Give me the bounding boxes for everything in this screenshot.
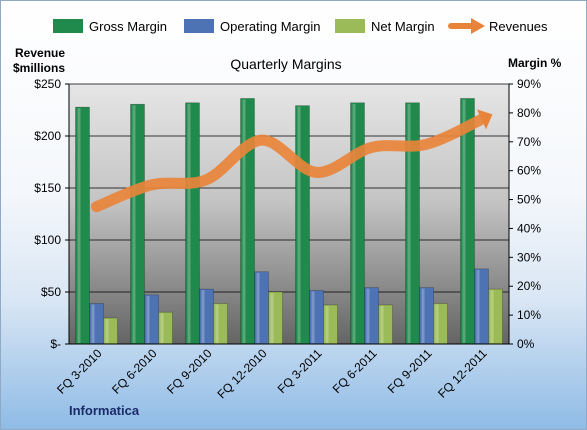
bar-highlight	[407, 103, 411, 344]
left-tick-label: $50	[41, 285, 61, 299]
x-tick-label: FQ 12-2010	[214, 346, 269, 401]
bar-highlight	[77, 108, 81, 343]
left-tick-label: $-	[50, 337, 61, 351]
bar-highlight	[325, 306, 329, 343]
x-tick-label: FQ 6-2011	[330, 346, 380, 396]
bar-highlight	[215, 304, 219, 343]
bar-highlight	[366, 288, 370, 343]
x-tick-label: FQ 6-2010	[109, 346, 160, 397]
right-tick-label: 70%	[517, 135, 541, 149]
bar-highlight	[270, 293, 274, 343]
revenue-point	[261, 139, 262, 141]
x-tick-label: FQ 12-2011	[435, 346, 490, 401]
right-tick-label: 90%	[517, 77, 541, 91]
right-axis-title: Margin %	[508, 56, 562, 70]
x-tick-label: FQ 9-2010	[164, 346, 215, 397]
right-tick-label: 60%	[517, 164, 541, 178]
bar-highlight	[256, 272, 260, 343]
x-tick-label: FQ 9-2011	[385, 346, 435, 396]
bar-highlight	[380, 306, 384, 343]
right-tick-label: 0%	[517, 337, 535, 351]
revenue-point	[151, 184, 152, 186]
bar-highlight	[311, 291, 315, 343]
bar-highlight	[435, 304, 439, 343]
bar-highlight	[201, 290, 205, 343]
bar-highlight	[462, 99, 466, 343]
revenue-line	[91, 109, 493, 213]
legend-swatch-revenues	[448, 18, 485, 34]
left-tick-label: $150	[34, 181, 61, 195]
revenue-arrowhead	[476, 109, 493, 130]
revenue-point	[371, 146, 372, 148]
right-tick-label: 10%	[517, 308, 541, 322]
bar-highlight	[421, 288, 425, 343]
bar-highlight	[105, 319, 109, 343]
left-tick-label: $250	[34, 77, 61, 91]
legend-label-operating-margin: Operating Margin	[220, 19, 320, 34]
revenue-point	[316, 171, 317, 173]
legend-swatch-gross-margin	[53, 19, 83, 33]
x-axis: FQ 3-2010 FQ 6-2010 FQ 9-2010 FQ 12-2010 FQ …	[54, 343, 509, 401]
right-tick-label: 50%	[517, 193, 541, 207]
right-tick-label: 80%	[517, 106, 541, 120]
legend: Gross Margin Operating Margin Net Margin…	[53, 18, 548, 34]
bar-highlight	[187, 103, 191, 344]
bar-highlight	[297, 106, 301, 344]
x-tick-label: FQ 3-2011	[275, 346, 325, 396]
bar-highlight	[146, 295, 150, 343]
revenue-point	[96, 206, 97, 208]
left-axis-title-line1: Revenue	[15, 46, 65, 60]
brand-watermark: Informatica	[69, 403, 140, 418]
legend-label-revenues: Revenues	[489, 19, 548, 34]
bar-highlight	[160, 313, 164, 343]
left-tick-label: $100	[34, 233, 61, 247]
legend-label-gross-margin: Gross Margin	[89, 19, 167, 34]
right-tick-label: 40%	[517, 221, 541, 235]
right-tick-label: 20%	[517, 279, 541, 293]
left-tick-label: $200	[34, 129, 61, 143]
chart-title: Quarterly Margins	[230, 56, 341, 72]
legend-swatch-operating-margin	[184, 19, 214, 33]
revenue-line-path	[91, 113, 487, 213]
bar-highlight	[352, 103, 356, 344]
revenue-point	[206, 179, 207, 181]
bar-highlight	[91, 304, 95, 343]
x-tick-label: FQ 3-2010	[54, 346, 105, 397]
left-axis-title-line2: $millions	[13, 61, 65, 75]
bar-highlight	[476, 269, 480, 343]
legend-swatch-net-margin	[335, 19, 365, 33]
right-axis: 0% 10% 20% 30% 40% 50% 60% 70% 80% 90%	[508, 77, 541, 351]
legend-label-net-margin: Net Margin	[371, 19, 435, 34]
bar-highlight	[242, 99, 246, 343]
left-axis: $- $50 $100 $150 $200 $250	[34, 77, 70, 351]
right-tick-label: 30%	[517, 250, 541, 264]
revenue-point	[426, 143, 427, 145]
bar-highlight	[132, 105, 136, 343]
bar-highlight	[490, 290, 494, 343]
